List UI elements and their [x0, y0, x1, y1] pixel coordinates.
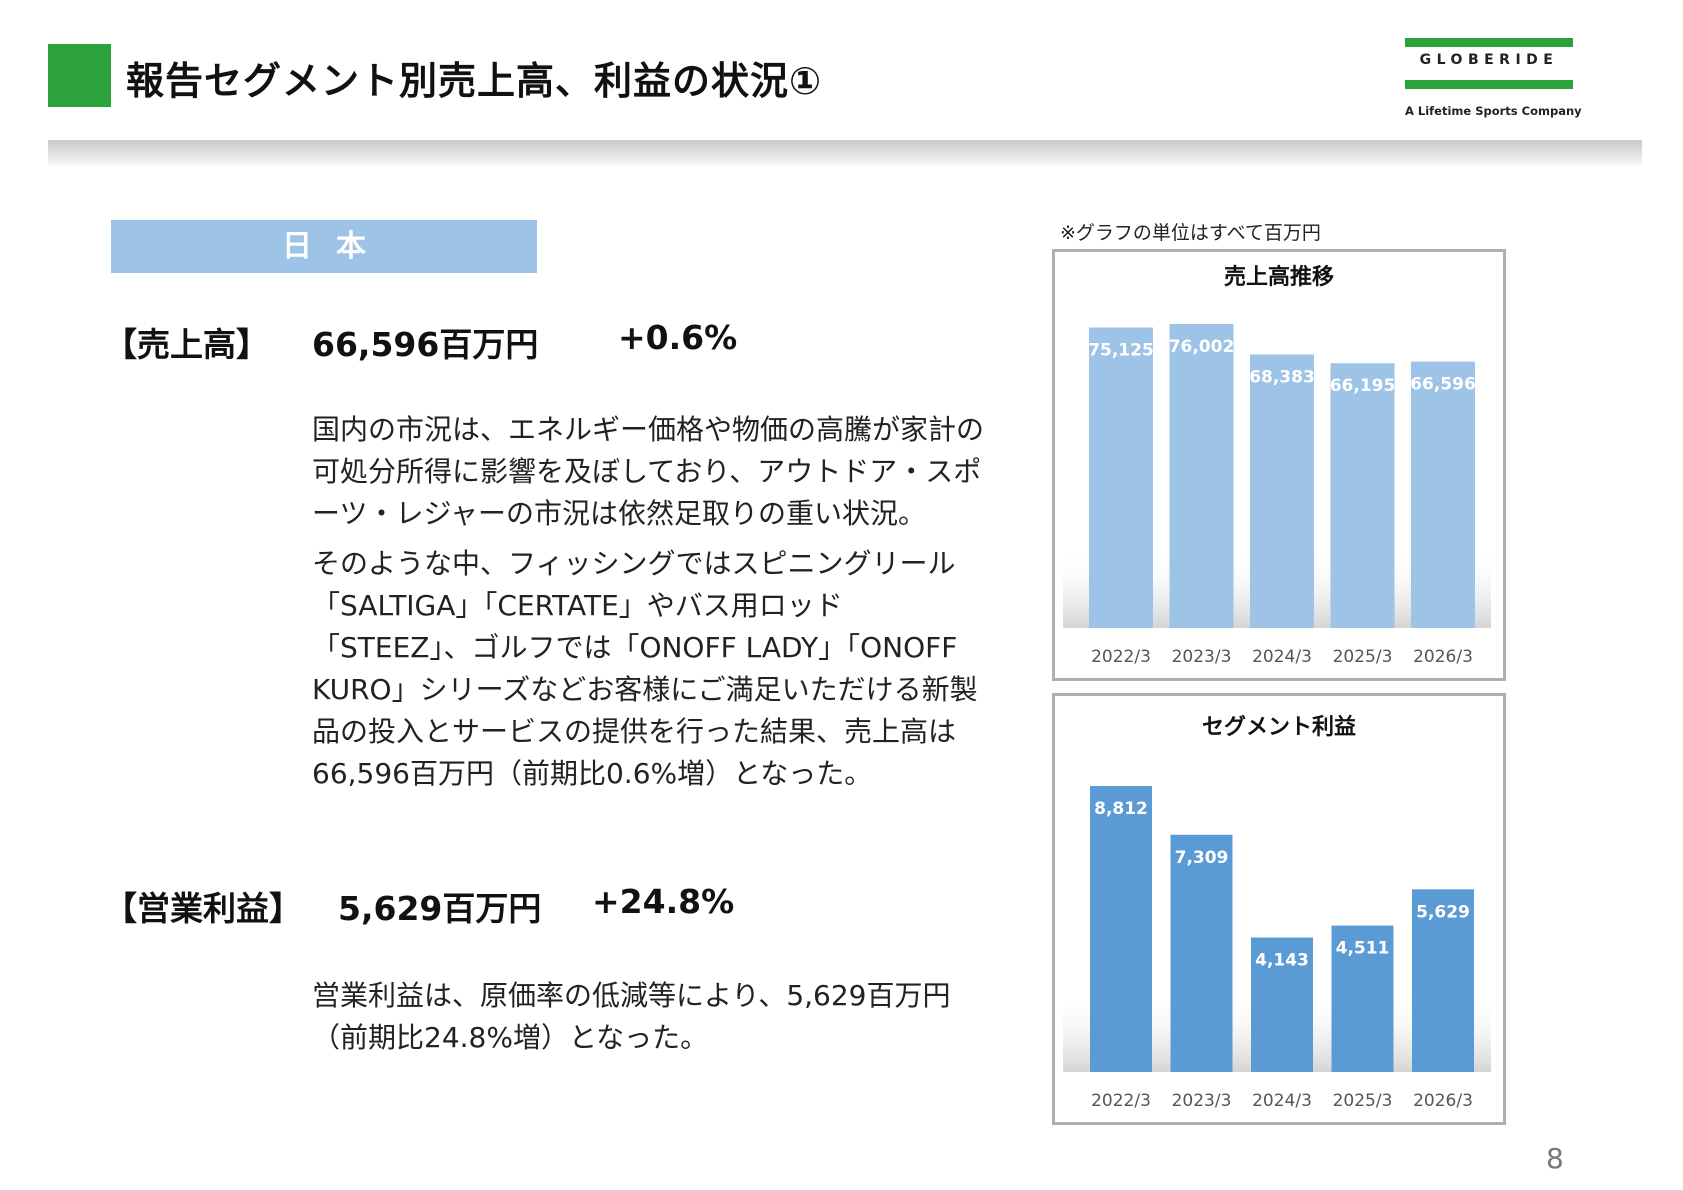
bar-value-label: 66,596: [1410, 375, 1476, 395]
sales-label: 【売上高】: [104, 325, 269, 364]
chart-title: セグメント利益: [1202, 714, 1356, 740]
bar-2026/3: [1411, 361, 1475, 628]
x-tick-label: 2023/3: [1172, 647, 1232, 667]
profit-value: 5,629百万円: [338, 889, 542, 928]
profit-label: 【営業利益】: [104, 889, 302, 928]
header-divider: [48, 140, 1642, 168]
bar-value-label: 68,383: [1249, 367, 1315, 387]
x-tick-label: 2025/3: [1333, 647, 1393, 667]
profit-chart-svg: セグメント利益 8,812 2022/3 7,309 2023/3 4,143 2024/3…: [1063, 714, 1491, 1111]
sales-paragraph-2: そのような中、フィッシングではスピニングリール「SALTIGA」「CERTATE…: [312, 547, 978, 790]
x-tick-label: 2025/3: [1333, 1091, 1393, 1111]
sales-change: +0.6%: [618, 318, 738, 357]
profit-chart: セグメント利益 8,812 2022/3 7,309 2023/3 4,143 2024/3…: [1052, 693, 1506, 1125]
x-tick-label: 2022/3: [1091, 647, 1151, 667]
logo-top-bar: [1405, 38, 1573, 47]
bar-value-label: 4,511: [1336, 939, 1390, 959]
logo-bottom-bar: [1405, 80, 1573, 89]
chart-title: 売上高推移: [1224, 264, 1334, 290]
x-tick-label: 2024/3: [1252, 1091, 1312, 1111]
logo-wordmark: GLOBERIDE: [1419, 52, 1559, 68]
bar-value-label: 7,309: [1175, 848, 1229, 868]
bar-2023/3: [1170, 834, 1233, 1072]
bar-2022/3: [1089, 327, 1153, 628]
bar-2024/3: [1250, 354, 1314, 628]
bar-value-label: 5,629: [1416, 902, 1470, 922]
profit-description: 営業利益は、原価率の低減等により、5,629百万円（前期比24.8%増）となった…: [312, 975, 992, 1059]
profit-paragraph-1: 営業利益は、原価率の低減等により、5,629百万円（前期比24.8%増）となった…: [312, 979, 951, 1054]
bar-2025/3: [1331, 925, 1394, 1072]
sales-chart: 売上高推移 75,125 2022/3 76,002 2023/3 68,383 2024/…: [1052, 249, 1506, 681]
sales-value: 66,596百万円: [312, 325, 539, 364]
region-label: 日本: [111, 220, 537, 273]
bar-value-label: 8,812: [1094, 799, 1148, 819]
bar-2024/3: [1251, 937, 1313, 1072]
bar-value-label: 4,143: [1255, 951, 1309, 971]
company-logo: GLOBERIDE A Lifetime Sports Company: [1405, 38, 1582, 118]
page-title: 報告セグメント別売上高、利益の状況①: [126, 59, 823, 103]
sales-paragraph-1: 国内の市況は、エネルギー価格や物価の高騰が家計の可処分所得に影響を及ぼしており、…: [312, 413, 985, 530]
x-tick-label: 2023/3: [1172, 1091, 1232, 1111]
sales-description: 国内の市況は、エネルギー価格や物価の高騰が家計の可処分所得に影響を及ぼしており、…: [312, 409, 992, 795]
bar-2022/3: [1090, 786, 1152, 1072]
page-number: 8: [1546, 1142, 1564, 1175]
x-tick-label: 2026/3: [1413, 647, 1473, 667]
bar-value-label: 76,002: [1169, 337, 1235, 357]
unit-note: ※グラフの単位はすべて百万円: [1060, 222, 1321, 244]
profit-change: +24.8%: [592, 882, 735, 921]
x-tick-label: 2026/3: [1413, 1091, 1473, 1111]
bar-value-label: 66,195: [1330, 376, 1396, 396]
bar-2026/3: [1412, 889, 1474, 1072]
title-accent-square: [48, 44, 111, 107]
bar-2023/3: [1169, 324, 1234, 628]
x-tick-label: 2024/3: [1252, 647, 1312, 667]
sales-chart-svg: 売上高推移 75,125 2022/3 76,002 2023/3 68,383 2024/…: [1063, 264, 1491, 667]
bar-2025/3: [1330, 363, 1395, 628]
bar-value-label: 75,125: [1088, 341, 1154, 361]
logo-tagline: A Lifetime Sports Company: [1405, 104, 1582, 118]
x-tick-label: 2022/3: [1091, 1091, 1151, 1111]
